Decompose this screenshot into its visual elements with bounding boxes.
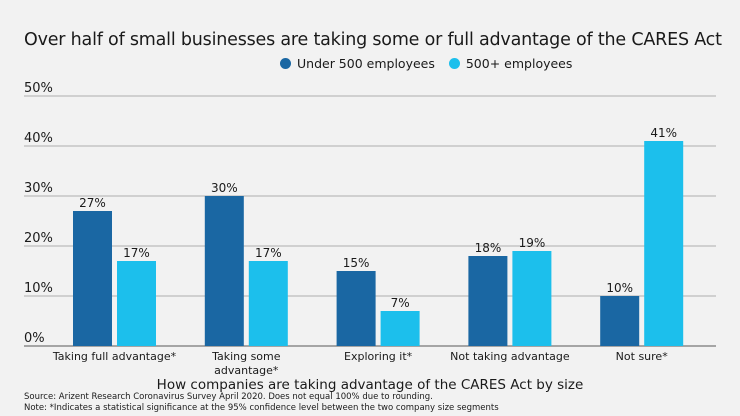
data-label: 18%: [475, 241, 502, 255]
bar: [644, 141, 684, 346]
bar: [248, 261, 288, 346]
source-note: Source: Arizent Research Coronavirus Sur…: [24, 392, 433, 402]
x-axis-label: How companies are taking advantage of th…: [156, 377, 584, 393]
legend-item-500-plus: 500+ employees: [448, 56, 573, 71]
data-label: 30%: [211, 181, 238, 195]
x-tick-label: Not sure*: [616, 350, 669, 363]
data-label: 17%: [255, 246, 282, 260]
legend-label: Under 500 employees: [297, 56, 435, 71]
legend-item-under-500: Under 500 employees: [280, 56, 435, 71]
data-label: 7%: [391, 296, 410, 310]
x-tick-label: Taking full advantage*: [52, 350, 177, 363]
data-label: 17%: [123, 246, 150, 260]
bar: [73, 211, 112, 346]
footnote: Note: *Indicates a statistical significa…: [24, 403, 499, 413]
y-tick-label: 10%: [24, 281, 53, 296]
y-tick-label: 20%: [24, 231, 53, 246]
bar: [117, 261, 156, 346]
data-label: 15%: [343, 256, 370, 270]
data-label: 41%: [650, 126, 677, 140]
y-tick-label: 30%: [24, 181, 53, 196]
bar: [600, 296, 640, 346]
y-tick-label: 0%: [24, 331, 45, 346]
bar: [204, 196, 244, 346]
x-tick-label: advantage*: [214, 364, 279, 377]
bar: [512, 251, 552, 346]
data-label: 19%: [519, 236, 546, 250]
bar: [468, 256, 508, 346]
bar: [380, 311, 420, 346]
bar: [336, 271, 376, 346]
data-label: 10%: [606, 281, 633, 295]
y-tick-label: 50%: [24, 81, 53, 96]
chart-title: Over half of small businesses are taking…: [24, 30, 722, 50]
legend-swatch: [280, 58, 291, 69]
x-tick-label: Exploring it*: [344, 350, 413, 363]
data-label: 27%: [79, 196, 106, 210]
x-tick-label: Not taking advantage: [450, 350, 570, 363]
legend-swatch: [448, 58, 460, 69]
y-tick-label: 40%: [24, 131, 53, 146]
legend: Under 500 employees 500+ employees: [280, 56, 572, 71]
legend-label: 500+ employees: [465, 56, 573, 71]
x-tick-label: Taking some: [211, 350, 281, 363]
